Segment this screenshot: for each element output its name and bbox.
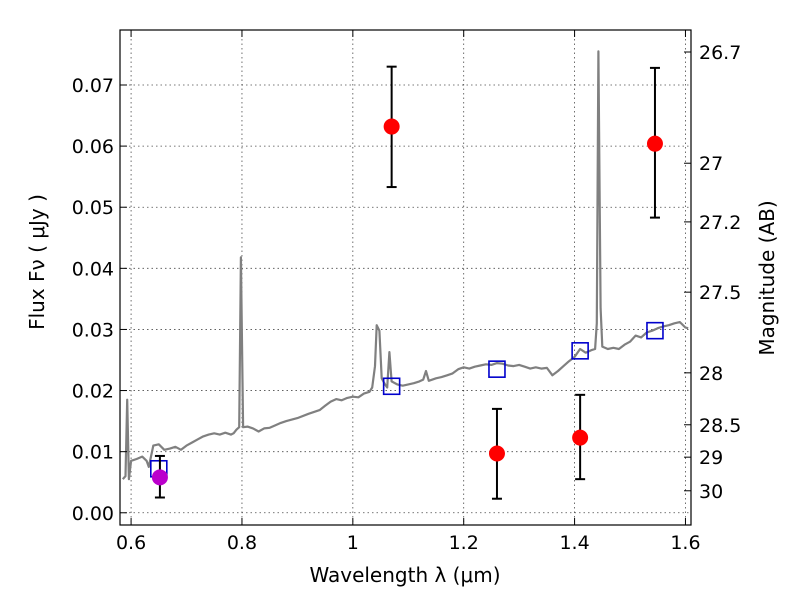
y-tick-label: 0.00 (72, 503, 114, 525)
right-tick-label: 27.2 (699, 212, 741, 234)
right-tick-label: 29 (699, 447, 723, 469)
x-tick-label: 1.4 (559, 532, 589, 554)
plot-frame (119, 29, 692, 526)
data-point (572, 429, 589, 446)
right-tick-label: 28 (699, 363, 723, 385)
right-tick-label: 27.5 (699, 282, 741, 304)
right-tick-label: 27 (699, 153, 723, 175)
x-axis-title: Wavelength λ (μm) (309, 563, 500, 587)
data-point (151, 469, 168, 486)
y-tick-label: 0.01 (72, 442, 114, 464)
model-square-marker (382, 377, 401, 396)
y-tick-label: 0.07 (72, 75, 114, 97)
data-markers (150, 65, 664, 500)
grid-lines (120, 30, 691, 525)
y-tick-label: 0.03 (72, 319, 114, 341)
y-axis-title: Flux Fν ( μJy ) (25, 194, 49, 330)
x-tick-label: 0.8 (227, 532, 257, 554)
spectrum-line-layer (121, 50, 689, 481)
y-tick-label: 0.05 (72, 197, 114, 219)
x-tick-label: 0.6 (116, 532, 146, 554)
model-square-marker (571, 342, 589, 360)
data-point (646, 135, 663, 152)
axis-ticks: 0.6 0.8 1 1.2 1.4 1.6 0.00 0.01 0.02 0.03 0.04 0.05… (72, 30, 741, 554)
data-point (488, 445, 505, 462)
right-tick-label: 30 (699, 481, 723, 503)
x-tick-label: 1.2 (449, 532, 479, 554)
right-tick-label: 28.5 (699, 415, 741, 437)
spectrum-line (121, 50, 689, 481)
right-tick-label: 26.7 (699, 42, 741, 64)
y-tick-label: 0.06 (72, 136, 114, 158)
y-tick-label: 0.02 (72, 381, 114, 403)
y-tick-label: 0.04 (72, 258, 114, 280)
x-tick-label: 1 (347, 532, 359, 554)
model-square-marker (488, 360, 506, 378)
data-point (383, 118, 400, 135)
model-square-marker (646, 321, 664, 340)
right-axis-title: Magnitude (AB) (755, 200, 779, 355)
x-tick-label: 1.6 (670, 532, 700, 554)
